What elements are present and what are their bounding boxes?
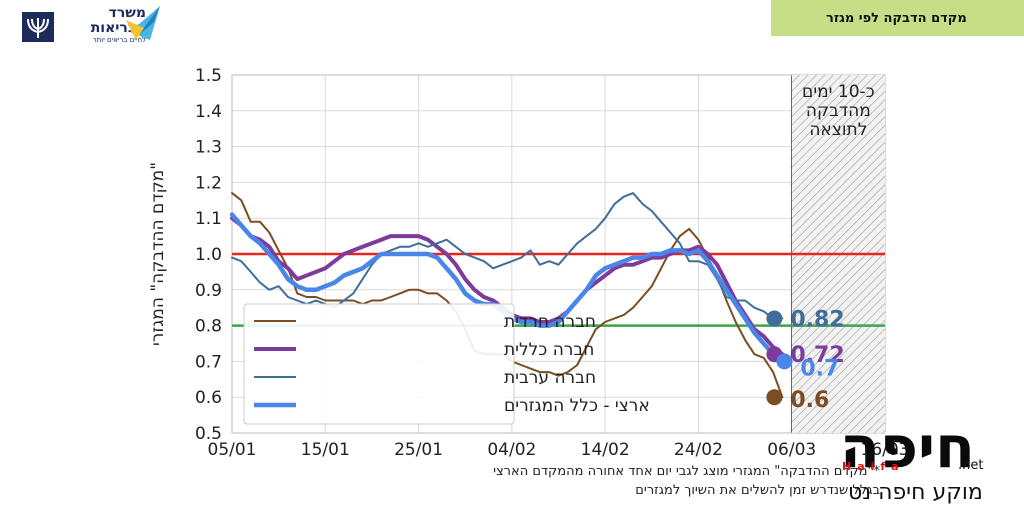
y-tick-label: 0.7 [195,352,222,372]
ministry-of-health-logo: משרד הבריאות לחיים בריאים יותר [20,6,170,48]
x-tick-label: 06/03 [767,440,816,460]
footnote-line-2: בגלל שנדרש זמן להשלים את השיוך למגזרים [635,483,880,498]
menorah-emblem-icon [22,12,54,42]
chart-legend: חברה חרדית חברה כללית חברה ערבית ארצי - כלל… [243,303,650,425]
chart-footnote: *"מקדם ההדבקה" המגזרי מוצג לגבי יום אחד … [460,462,880,500]
y-tick-label: 1.0 [195,245,222,265]
y-tick-label: 1.4 [195,102,222,122]
watermark-net-text: .net [958,458,984,473]
x-axis-ticks: 05/01 15/01 25/01 04/02 14/02 24/02 06/03 16/03 [208,440,910,460]
series-end-dot [776,353,793,370]
slide-title-bar: מקדם הדבקה לפי מגזר [771,0,1024,36]
y-tick-label: 1.1 [195,209,222,229]
watermark-haifa-text: Haifa [842,460,905,473]
x-tick-label: 24/02 [674,440,723,460]
series-end-value: 0.7 [800,356,839,381]
watermark-main-text: חיפה [840,413,975,481]
shaded-label-line: כ-10 ימים [802,82,875,102]
y-tick-label: 0.5 [195,424,222,444]
shaded-label-line: לתוצאה [809,120,867,140]
y-tick-label: 1.3 [195,138,222,158]
watermark-subtitle: מוקע חיפה נט [848,480,983,505]
legend-label: חברה חרדית [504,312,596,332]
logo-line-1: משרד [108,5,146,21]
series-end-dot [766,389,783,406]
y-tick-label: 0.9 [195,281,222,301]
x-tick-label: 15/01 [301,440,350,460]
logo-tagline: לחיים בריאים יותר [92,36,146,44]
series-end-markers: 0.6 0.72 0.82 0.7 [766,307,845,413]
y-tick-label: 1.5 [195,66,222,86]
x-tick-label: 14/02 [581,440,630,460]
logo-swoosh-icon [126,6,160,40]
legend-box [243,303,515,425]
x-tick-label: 04/02 [487,440,536,460]
series-end-value: 0.72 [790,343,844,368]
y-axis-ticks: 0.5 0.6 0.7 0.8 0.9 1.0 1.1 1.2 1.3 1.4 1.5 [195,66,222,444]
series-end-value: 0.6 [790,388,829,413]
footnote-line-1: *"מקדם ההדבקה" המגזרי מוצג לגבי יום אחד … [493,464,880,479]
shaded-region-label: כ-10 ימים מהדבקה לתוצאה [802,82,875,140]
x-tick-label: 25/01 [394,440,443,460]
y-axis-label: "מקדם ההדבקה" המגזרי [148,162,168,346]
legend-label: ארצי - כלל המגזרים [504,396,650,416]
shaded-label-line: מהדבקה [806,101,871,121]
haifa-net-watermark: חיפה Haifa .net מוקע חיפה נט [830,418,1020,518]
series-end-dot [766,310,783,327]
legend-label: חברה כללית [504,340,594,360]
y-tick-label: 1.2 [195,173,222,193]
legend-label: חברה ערבית [504,368,596,388]
x-tick-label: 05/01 [208,440,257,460]
slide-title: מקדם הדבקה לפי מגזר [826,10,967,26]
y-tick-label: 0.6 [195,388,222,408]
x-tick-label: 16/03 [861,440,910,460]
series-end-value: 0.82 [790,307,844,332]
y-tick-label: 0.8 [195,317,222,337]
